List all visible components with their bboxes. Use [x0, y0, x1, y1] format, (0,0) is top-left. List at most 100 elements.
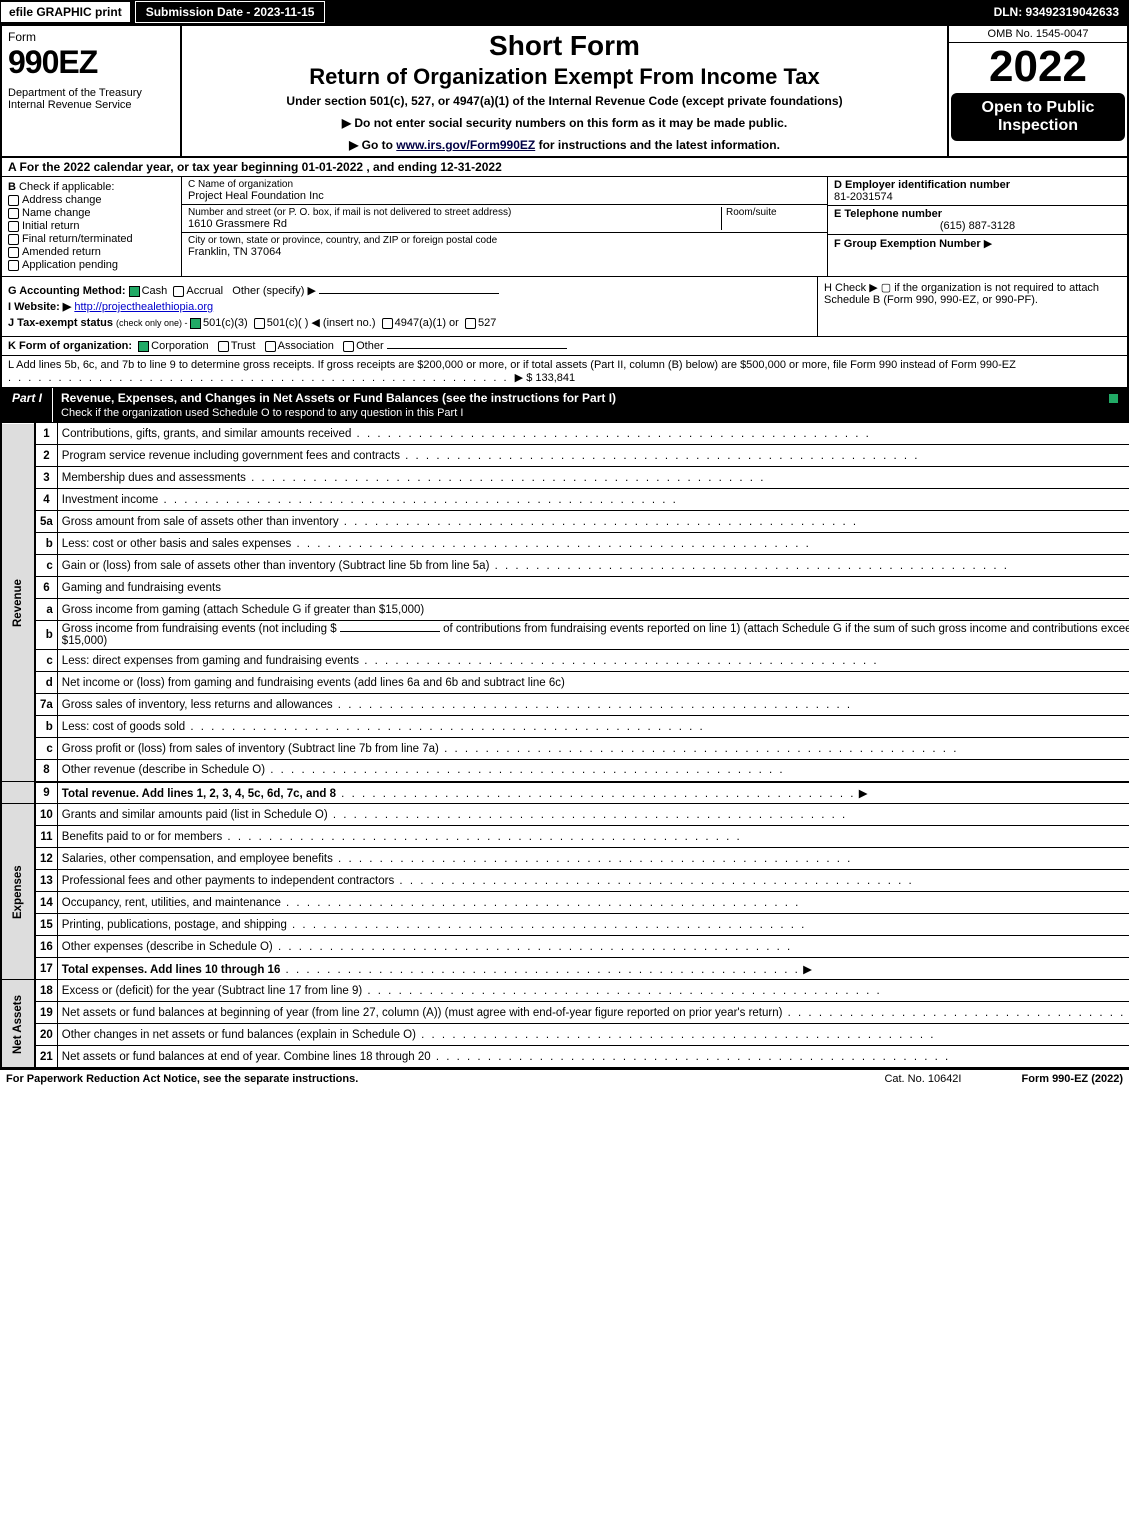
col-c: C Name of organization Project Heal Foun… — [182, 177, 827, 276]
i-line: I Website: ▶ http://projecthealethiopia.… — [8, 300, 811, 313]
line-9: 9 Total revenue. Add lines 1, 2, 3, 4, 5… — [1, 782, 1129, 804]
tax-year: 2022 — [949, 43, 1127, 91]
chk-cash[interactable] — [129, 286, 140, 297]
chk-amended-return[interactable]: Amended return — [8, 246, 175, 258]
header-right: OMB No. 1545-0047 2022 Open to Public In… — [947, 26, 1127, 156]
chk-501c3[interactable] — [190, 318, 201, 329]
line-3: 3 Membership dues and assessments 3 — [1, 467, 1129, 489]
section-ghij: G Accounting Method: Cash Accrual Other … — [0, 277, 1129, 337]
line-4: 4 Investment income 4 — [1, 489, 1129, 511]
chk-other-org[interactable] — [343, 341, 354, 352]
instr-ssn: ▶ Do not enter social security numbers o… — [192, 116, 937, 130]
j-line: J Tax-exempt status (check only one) - 5… — [8, 316, 811, 329]
c-city-row: City or town, state or province, country… — [182, 233, 827, 260]
line-15: 15 Printing, publications, postage, and … — [1, 914, 1129, 936]
chk-accrual[interactable] — [173, 286, 184, 297]
lines-table: Revenue 1 Contributions, gifts, grants, … — [0, 422, 1129, 1068]
col-h: H Check ▶ ▢ if the organization is not r… — [817, 277, 1127, 336]
line-11: 11 Benefits paid to or for members 11 — [1, 826, 1129, 848]
line-7c: c Gross profit or (loss) from sales of i… — [1, 738, 1129, 760]
c-street-label: Number and street (or P. O. box, if mail… — [188, 207, 721, 218]
col-def: D Employer identification number 81-2031… — [827, 177, 1127, 276]
form-header: Form 990EZ Department of the Treasury In… — [0, 24, 1129, 158]
d-label: D Employer identification number — [834, 179, 1121, 191]
line-16: 16 Other expenses (describe in Schedule … — [1, 936, 1129, 958]
f-group: F Group Exemption Number ▶ — [828, 235, 1127, 252]
form-number: 990EZ — [8, 44, 174, 81]
line-20: 20 Other changes in net assets or fund b… — [1, 1024, 1129, 1046]
part-i-tab: Part I — [2, 388, 53, 422]
side-netassets: Net Assets — [1, 980, 35, 1068]
pra-notice: For Paperwork Reduction Act Notice, see … — [6, 1073, 358, 1085]
section-bcdef: B Check if applicable: Address change Na… — [0, 177, 1129, 277]
top-bar: efile GRAPHIC print Submission Date - 20… — [0, 0, 1129, 24]
j-label: J Tax-exempt status — [8, 317, 113, 329]
print-label: print — [95, 5, 122, 19]
line-6c: c Less: direct expenses from gaming and … — [1, 650, 1129, 672]
org-city: Franklin, TN 37064 — [188, 246, 821, 258]
line-5b: b Less: cost or other basis and sales ex… — [1, 533, 1129, 555]
line-10: Expenses 10 Grants and similar amounts p… — [1, 804, 1129, 826]
b-check-label: Check if applicable: — [19, 181, 114, 193]
part-i-title: Revenue, Expenses, and Changes in Net As… — [53, 388, 1102, 422]
open-inspection: Open to Public Inspection — [951, 93, 1125, 141]
line-5c: c Gain or (loss) from sale of assets oth… — [1, 555, 1129, 577]
g-label: G Accounting Method: — [8, 285, 126, 297]
line-6d: d Net income or (loss) from gaming and f… — [1, 672, 1129, 694]
line-6: 6 Gaming and fundraising events — [1, 577, 1129, 599]
line-14: 14 Occupancy, rent, utilities, and maint… — [1, 892, 1129, 914]
omb-number: OMB No. 1545-0047 — [949, 26, 1127, 43]
g-line: G Accounting Method: Cash Accrual Other … — [8, 284, 811, 297]
chk-corp[interactable] — [138, 341, 149, 352]
chk-4947[interactable] — [382, 318, 393, 329]
org-name: Project Heal Foundation Inc — [188, 190, 821, 202]
form-ref: Form 990-EZ (2022) — [1022, 1073, 1124, 1085]
chk-501c[interactable] — [254, 318, 265, 329]
line-6a: a Gross income from gaming (attach Sched… — [1, 599, 1129, 621]
schedule-o-check[interactable] — [1108, 393, 1119, 404]
line-12: 12 Salaries, other compensation, and emp… — [1, 848, 1129, 870]
short-form-title: Short Form — [192, 30, 937, 62]
row-l: L Add lines 5b, 6c, and 7b to line 9 to … — [0, 356, 1129, 388]
row-a: A For the 2022 calendar year, or tax yea… — [0, 158, 1129, 177]
i-label: I Website: ▶ — [8, 301, 71, 313]
col-b: B Check if applicable: Address change Na… — [2, 177, 182, 276]
line-18: Net Assets 18 Excess or (deficit) for th… — [1, 980, 1129, 1002]
chk-address-change[interactable]: Address change — [8, 194, 175, 206]
irs-link[interactable]: www.irs.gov/Form990EZ — [396, 138, 535, 152]
under-section: Under section 501(c), 527, or 4947(a)(1)… — [192, 94, 937, 108]
side-revenue: Revenue — [1, 423, 35, 782]
chk-initial-return[interactable]: Initial return — [8, 220, 175, 232]
b-label: B — [8, 181, 16, 193]
line-21: 21 Net assets or fund balances at end of… — [1, 1046, 1129, 1068]
c-city-label: City or town, state or province, country… — [188, 235, 821, 246]
e-value: (615) 887-3128 — [834, 220, 1121, 232]
line-8: 8 Other revenue (describe in Schedule O)… — [1, 760, 1129, 782]
dept-treasury: Department of the Treasury Internal Reve… — [8, 87, 174, 111]
chk-name-change[interactable]: Name change — [8, 207, 175, 219]
chk-application-pending[interactable]: Application pending — [8, 259, 175, 271]
line-17: 17 Total expenses. Add lines 10 through … — [1, 958, 1129, 980]
website-link[interactable]: http://projecthealethiopia.org — [74, 301, 213, 313]
chk-trust[interactable] — [218, 341, 229, 352]
cat-no: Cat. No. 10642I — [884, 1073, 961, 1085]
instr-goto-pre: ▶ Go to — [349, 138, 396, 152]
c-name-row: C Name of organization Project Heal Foun… — [182, 177, 827, 205]
header-left: Form 990EZ Department of the Treasury In… — [2, 26, 182, 156]
instr-goto-post: for instructions and the latest informat… — [535, 138, 780, 152]
col-gij: G Accounting Method: Cash Accrual Other … — [2, 277, 817, 336]
k-label: K Form of organization: — [8, 340, 132, 352]
c-street-row: Number and street (or P. O. box, if mail… — [182, 205, 827, 233]
chk-final-return[interactable]: Final return/terminated — [8, 233, 175, 245]
efile-print[interactable]: efile GRAPHIC print — [0, 1, 131, 23]
e-phone: E Telephone number (615) 887-3128 — [828, 206, 1127, 235]
f-arrow: ▶ — [984, 238, 992, 250]
chk-527[interactable] — [465, 318, 476, 329]
dln: DLN: 93492319042633 — [984, 2, 1129, 22]
chk-assoc[interactable] — [265, 341, 276, 352]
side-expenses: Expenses — [1, 804, 35, 980]
submission-date: Submission Date - 2023-11-15 — [135, 1, 326, 23]
g-other: Other (specify) ▶ — [232, 285, 316, 297]
c-name-label: C Name of organization — [188, 179, 821, 190]
footer: For Paperwork Reduction Act Notice, see … — [0, 1068, 1129, 1088]
